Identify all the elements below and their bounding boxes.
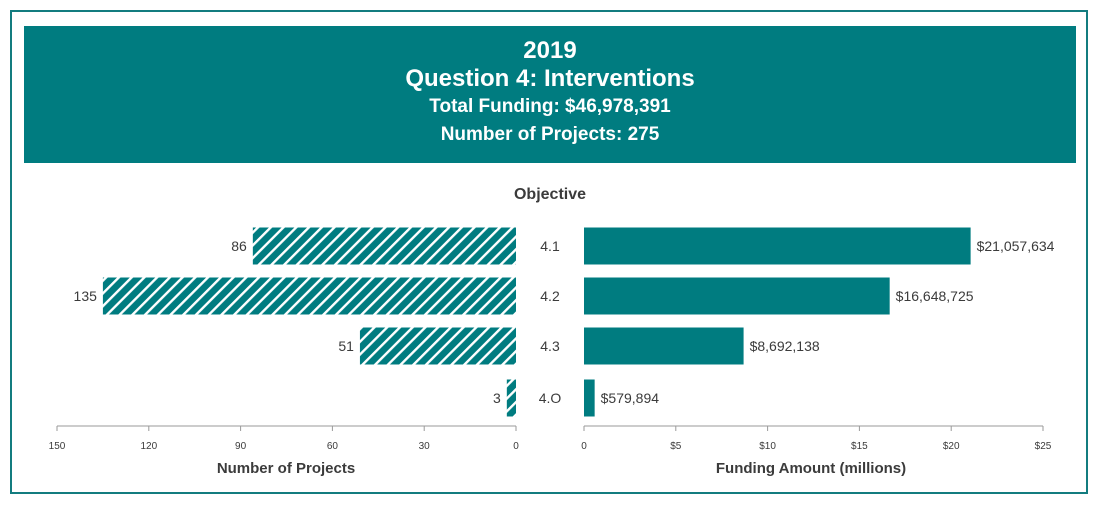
project-count-label: 3 [493,390,501,406]
project-count-bar [252,227,516,265]
right-axis-tick-label: $15 [851,441,868,452]
right-axis-tick-label: 0 [581,441,587,452]
left-axis-tick-label: 120 [140,441,157,452]
header-title: Question 4: Interventions [405,65,695,92]
category-label: 4.1 [540,238,560,254]
funding-label: $21,057,634 [977,238,1055,254]
right-axis-tick-label: $25 [1035,441,1052,452]
funding-bar [584,379,595,417]
left-axis-tick-label: 90 [235,441,247,452]
funding-label: $16,648,725 [896,288,974,304]
right-axis-tick-label: $10 [759,441,776,452]
left-axis-label: Number of Projects [217,460,355,477]
funding-label: $8,692,138 [750,338,820,354]
header-year: 2019 [523,37,577,64]
funding-bar [584,227,971,265]
category-label: 4.2 [540,288,560,304]
project-count-label: 135 [74,288,98,304]
category-label: 4.O [539,390,562,406]
chart-title: Objective [514,186,586,203]
funding-label: $579,894 [601,390,660,406]
header-project-count: Number of Projects: 275 [440,124,660,145]
project-count-label: 51 [338,338,354,354]
project-count-bar [359,327,516,365]
chart-header: 2019 Question 4: Interventions Total Fun… [24,26,1076,163]
left-axis-tick-label: 60 [327,441,339,452]
header-total-funding: Total Funding: $46,978,391 [429,96,671,117]
funding-bar [584,277,890,315]
project-count-bar [506,379,516,417]
project-count-bar [102,277,517,315]
funding-bar [584,327,744,365]
left-axis-tick-label: 30 [419,441,431,452]
left-axis-tick-label: 150 [49,441,66,452]
left-axis-tick-label: 0 [513,441,519,452]
right-axis-label: Funding Amount (millions) [716,460,906,477]
right-axis-tick-label: $20 [943,441,960,452]
right-axis-tick-label: $5 [670,441,682,452]
project-count-label: 86 [231,238,247,254]
chart-frame [10,10,1088,494]
category-label: 4.3 [540,338,560,354]
